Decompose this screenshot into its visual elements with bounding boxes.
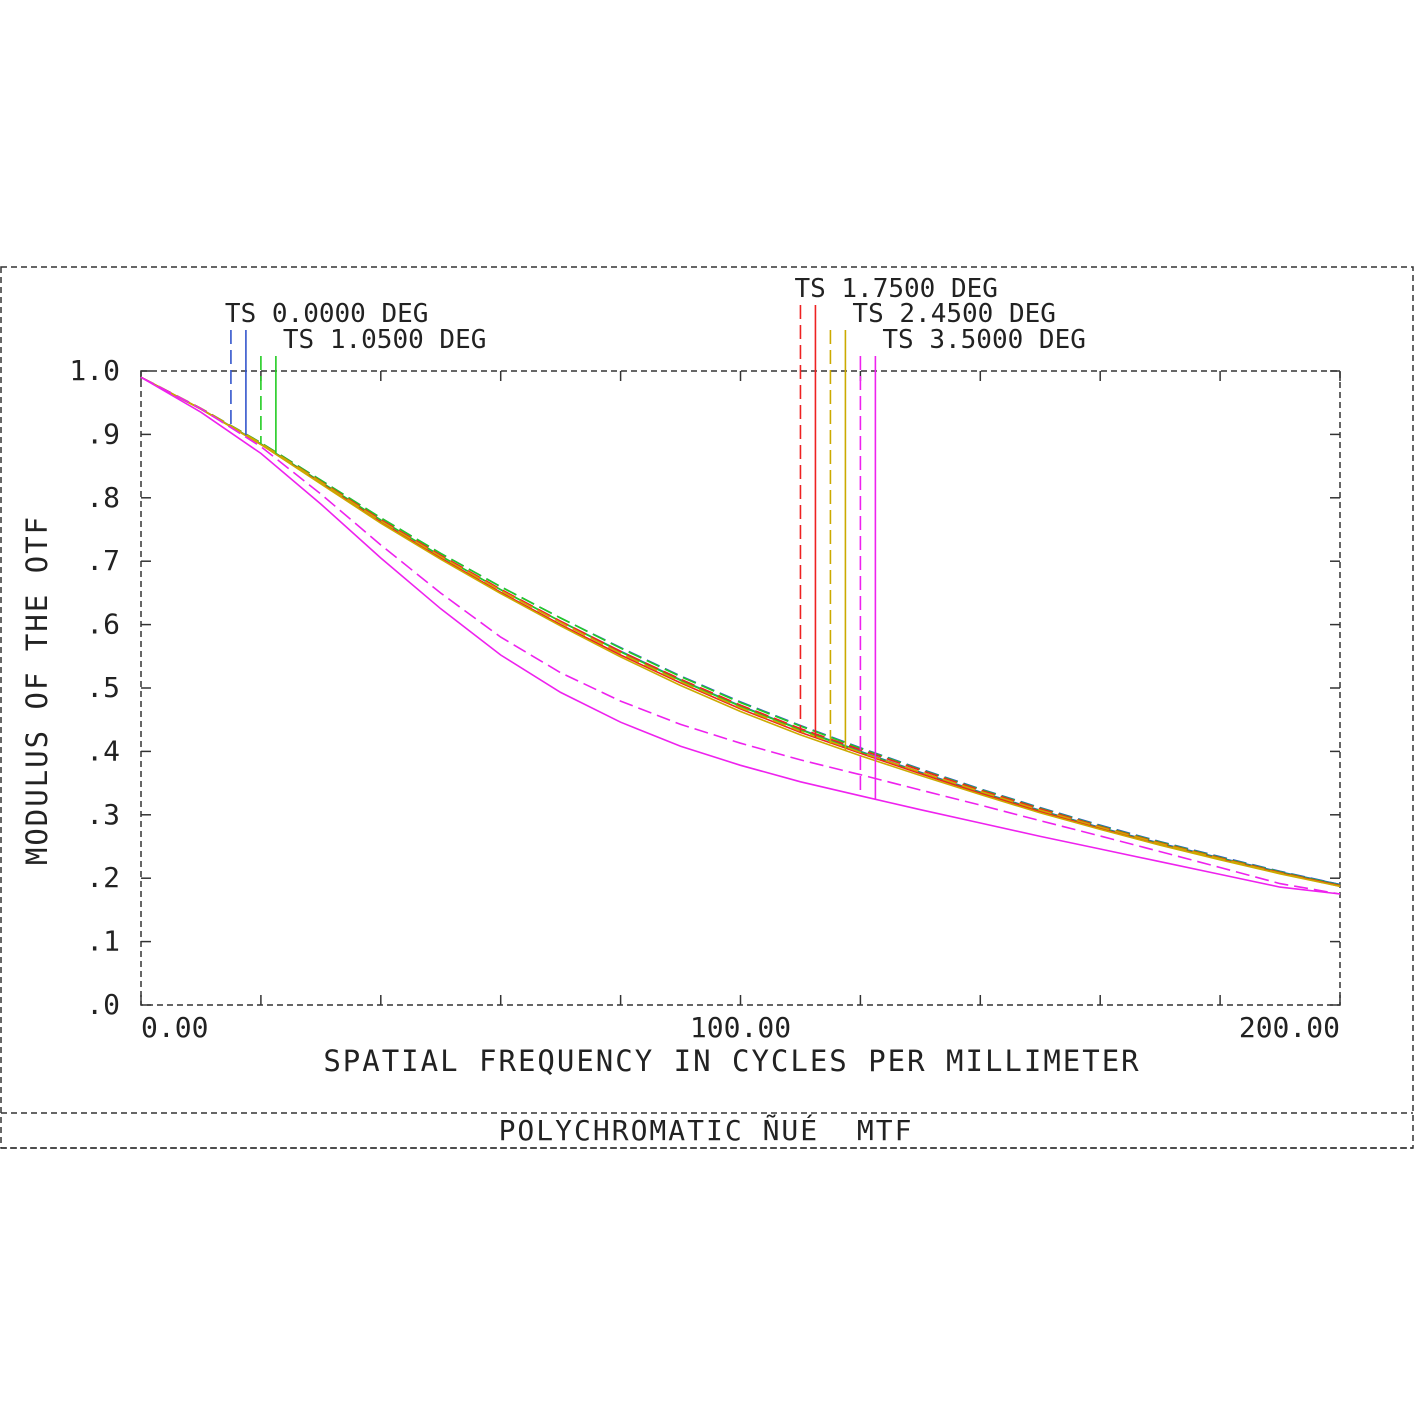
series-line-5-tangential xyxy=(140,376,1341,895)
footer-title: POLYCHROMATIC ÑUÉ MTF xyxy=(499,1113,914,1147)
y-tick-label: .5 xyxy=(86,671,120,704)
legend-label: TS 3.5000 DEG xyxy=(882,325,1086,355)
x-tick-label: 100.00 xyxy=(690,1011,791,1044)
y-tick-label: .3 xyxy=(86,798,120,831)
series-line-2-tangential xyxy=(140,376,1341,886)
legend-label: TS 1.7500 DEG xyxy=(794,274,998,304)
series-line-5-sagittal xyxy=(140,376,1341,895)
x-tick-label: 200.00 xyxy=(1239,1011,1340,1044)
series-line-2-sagittal xyxy=(140,376,1341,886)
legend-label: TS 2.4500 DEG xyxy=(852,299,1056,329)
y-tick-label: .9 xyxy=(86,417,120,450)
x-tick-labels: 0.00 100.00 200.00 xyxy=(141,1011,1340,1044)
y-tick-label: .8 xyxy=(86,481,120,514)
plot-area xyxy=(140,370,1341,1006)
y-axis-title: MODULUS OF THE OTF xyxy=(20,515,54,865)
y-tick-label: .7 xyxy=(86,544,120,577)
y-tick-label: .6 xyxy=(86,608,120,641)
legend-label: TS 1.0500 DEG xyxy=(283,325,487,355)
y-tick-label: .4 xyxy=(86,734,120,767)
series-line-3-sagittal xyxy=(140,376,1341,887)
series-line-4-tangential xyxy=(140,376,1341,888)
legend-label: TS 0.0000 DEG xyxy=(225,299,428,329)
series-layer xyxy=(140,376,1341,895)
y-tick-label: .1 xyxy=(86,925,120,958)
y-tick-label: 1.0 xyxy=(69,354,120,387)
axis-ticks xyxy=(140,370,1341,1006)
series-line-1-sagittal xyxy=(140,376,1341,886)
x-axis-title: SPATIAL FREQUENCY IN CYCLES PER MILLIMET… xyxy=(323,1044,1140,1078)
series-line-4-sagittal xyxy=(140,376,1341,888)
series-line-3-tangential xyxy=(140,376,1341,887)
y-tick-labels: 1.0 .9 .8 .7 .6 .5 .4 .3 .2 .1 .0 xyxy=(69,354,120,1021)
series-line-1-tangential xyxy=(140,376,1341,886)
y-tick-label: .0 xyxy=(86,988,120,1021)
y-tick-label: .2 xyxy=(86,861,120,894)
x-tick-label: 0.00 xyxy=(141,1011,208,1044)
outer-frame xyxy=(0,266,1414,1149)
